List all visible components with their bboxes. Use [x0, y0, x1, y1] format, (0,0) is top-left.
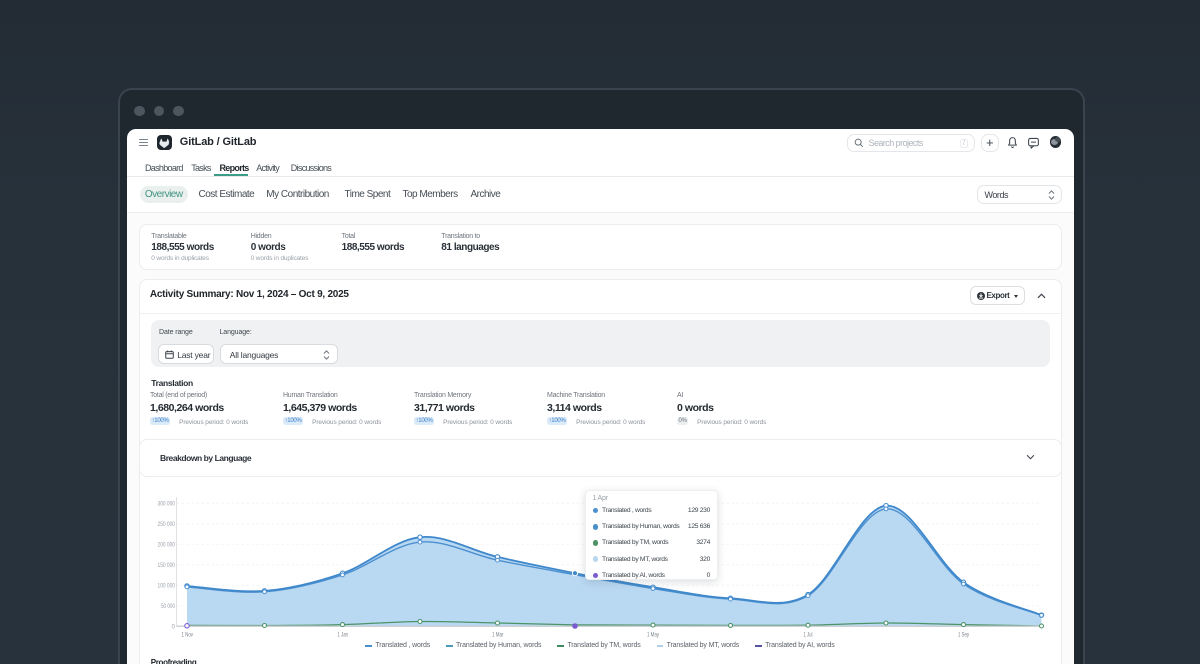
- svg-text:100 000: 100 000: [157, 582, 175, 589]
- svg-text:1 Nov: 1 Nov: [181, 631, 193, 638]
- svg-text:200 000: 200 000: [157, 541, 175, 548]
- svg-text:50 000: 50 000: [161, 603, 175, 610]
- svg-text:250 000: 250 000: [157, 521, 175, 528]
- svg-text:1 May: 1 May: [647, 631, 660, 638]
- svg-text:1 Mar: 1 Mar: [492, 631, 504, 638]
- svg-text:300 000: 300 000: [157, 500, 175, 507]
- svg-text:1 Jan: 1 Jan: [337, 631, 348, 638]
- svg-text:0: 0: [171, 623, 175, 630]
- svg-text:150 000: 150 000: [157, 562, 175, 569]
- svg-text:1 Jul: 1 Jul: [803, 631, 812, 638]
- svg-text:1 Sep: 1 Sep: [958, 631, 969, 638]
